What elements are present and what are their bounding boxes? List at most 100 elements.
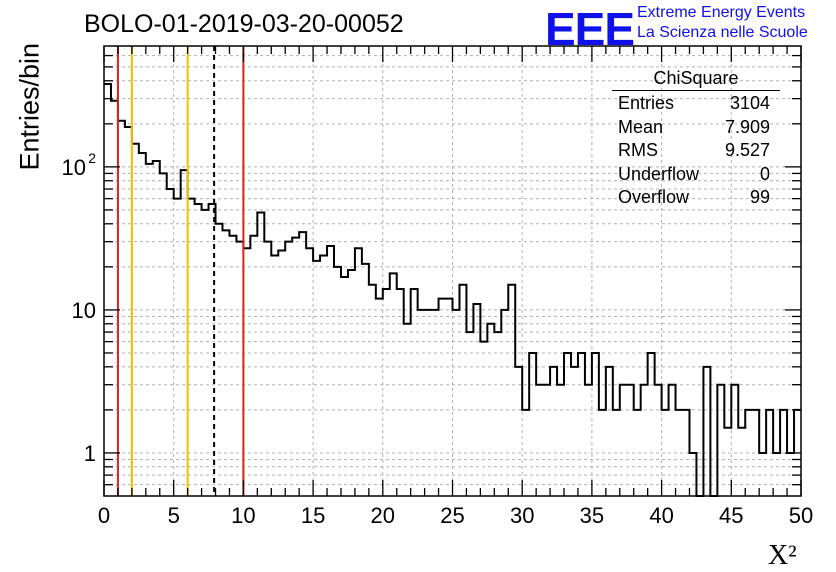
histogram-bin — [683, 410, 690, 496]
histogram-bin — [550, 367, 557, 496]
histogram-bin — [125, 127, 132, 496]
stats-row-entries: Entries 3104 — [612, 93, 780, 117]
histogram-bin — [341, 277, 348, 496]
histogram-bin — [369, 285, 376, 496]
histogram-bin — [250, 236, 257, 496]
histogram-bin — [188, 199, 195, 496]
histogram-bin — [446, 299, 453, 496]
stats-row-underflow: Underflow 0 — [612, 164, 780, 188]
histogram-bin — [648, 353, 655, 496]
histogram-bin — [508, 285, 515, 496]
histogram-bin — [299, 232, 306, 496]
histogram-bin — [453, 310, 460, 496]
histogram-bin — [229, 236, 236, 496]
histogram-bin — [355, 248, 362, 496]
histogram-bin — [334, 267, 341, 496]
grid-lines — [104, 46, 801, 496]
histogram-bin — [759, 453, 766, 496]
histogram-bin — [278, 251, 285, 496]
histogram-bin — [118, 121, 125, 496]
histogram-bin — [181, 170, 188, 496]
logo-line2: La Scienza nelle Scuole — [637, 24, 808, 41]
histogram-bin — [202, 210, 209, 496]
histogram-bin — [494, 332, 501, 496]
stats-value: 0 — [759, 163, 770, 184]
x-tick-label: 30 — [510, 503, 534, 528]
histogram-bin — [320, 256, 327, 496]
histogram-bin — [543, 385, 550, 496]
histogram-bin — [236, 242, 243, 496]
histogram-bars — [104, 82, 801, 497]
y-tick-label: 10 — [72, 298, 96, 323]
histogram-bin — [432, 310, 439, 496]
histogram-bin — [376, 299, 383, 496]
histogram-bin — [634, 410, 641, 496]
histogram-bin — [222, 230, 229, 496]
stats-row-mean: Mean 7.909 — [612, 117, 780, 141]
histogram-bin — [348, 270, 355, 496]
histogram-bin — [425, 310, 432, 496]
stats-label: Mean — [618, 116, 664, 137]
histogram-bin — [243, 248, 250, 496]
histogram-bin — [738, 428, 745, 496]
x-axis-label: X² — [768, 540, 797, 571]
histogram-bin — [745, 410, 752, 496]
stats-value: 99 — [749, 187, 770, 207]
histogram-bin — [139, 153, 146, 496]
tick-marks — [103, 46, 802, 496]
histogram-bin — [383, 289, 390, 496]
reference-lines — [116, 46, 245, 496]
histogram-bin — [404, 324, 411, 496]
histogram-bin — [641, 385, 648, 496]
histogram-bin — [466, 332, 473, 496]
histogram-bin — [132, 144, 139, 496]
stats-row-overflow: Overflow 99 — [612, 187, 780, 211]
y-tick-label: 1 — [84, 441, 96, 466]
x-tick-label: 25 — [440, 503, 464, 528]
stats-label: Underflow — [618, 163, 700, 184]
histogram-bin — [669, 385, 676, 496]
histogram-bin — [752, 410, 759, 496]
stats-label: Overflow — [618, 187, 690, 207]
x-tick-label: 5 — [168, 503, 180, 528]
histogram-bin — [717, 385, 724, 496]
histogram-bin — [578, 353, 585, 496]
histogram-bin — [676, 410, 683, 496]
y-axis-label: Entries/bin — [14, 42, 45, 171]
x-tick-label: 10 — [231, 503, 255, 528]
histogram-bin — [327, 246, 334, 496]
x-tick-label: 15 — [301, 503, 325, 528]
stats-row-rms: RMS 9.527 — [612, 140, 780, 164]
histogram-bin — [599, 410, 606, 496]
stats-box: ChiSquare Entries 3104 Mean 7.909 RMS 9.527… — [612, 68, 780, 211]
histogram-bin — [167, 189, 174, 496]
histogram-bin — [111, 101, 118, 496]
histogram-bin — [104, 84, 111, 496]
histogram-bin — [397, 289, 404, 496]
x-tick-label: 50 — [789, 503, 813, 528]
histogram-bin — [174, 199, 181, 496]
histogram-bin — [627, 385, 634, 496]
stats-value: 7.909 — [724, 116, 770, 137]
stats-label: Entries — [618, 93, 675, 113]
histogram-bin — [522, 410, 529, 496]
histogram-bin — [592, 353, 599, 496]
x-tick-label: 0 — [98, 503, 110, 528]
histogram-bin — [655, 385, 662, 496]
y-tick-exponent: 2 — [88, 150, 96, 166]
histogram-bin — [773, 453, 780, 496]
eee-logo: EEE — [545, 3, 635, 55]
x-tick-label: 40 — [649, 503, 673, 528]
histogram-outline — [104, 82, 801, 497]
histogram-bin — [606, 367, 613, 496]
histogram-bin — [390, 273, 397, 496]
histogram-bin — [439, 299, 446, 496]
histogram-bin — [257, 212, 264, 496]
histogram-bin — [620, 385, 627, 496]
histogram-bin — [571, 367, 578, 496]
histogram-bin — [473, 304, 480, 496]
histogram-bin — [585, 385, 592, 496]
histogram-bin — [564, 353, 571, 496]
histogram-bin — [536, 385, 543, 496]
